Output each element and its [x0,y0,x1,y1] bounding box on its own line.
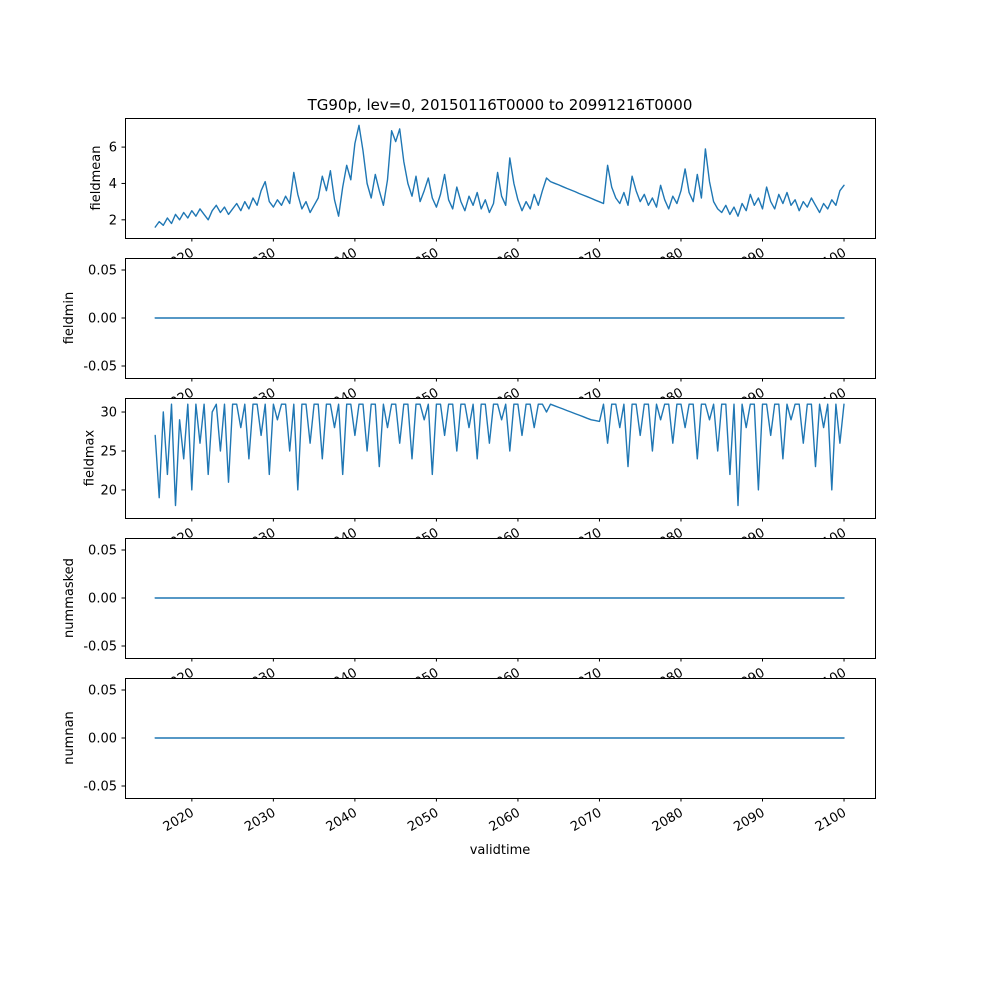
x-tick-label: 2090 [731,805,767,835]
y-axis-label-numnan: numnan [62,711,77,765]
y-axis-label-fieldmin: fieldmin [62,292,77,345]
y-tick-label: -0.05 [83,360,117,375]
x-tick-label: 2100 [813,805,849,835]
x-tick-label: 2100 [813,525,849,538]
y-tick-label: 0.00 [88,732,117,747]
y-tick-label: 20 [100,483,117,498]
subplot-nummasked: -0.05 0.00 0.05 2020 2030 2040 2050 2060 2070 208… [0,538,1000,678]
axes-frame [125,118,876,239]
y-tick-label: -0.05 [83,640,117,655]
y-tick-label: 25 [100,444,117,459]
x-tick-label: 2040 [324,385,360,398]
x-tick-label: 2090 [731,525,767,538]
x-tick-label: 2040 [324,665,360,678]
subplot-canvas-fieldmax: 20 25 30 2020 2030 2040 2050 2060 2070 2080 2090 21… [82,398,876,538]
x-tick-label: 2100 [813,385,849,398]
x-tick-label: 2070 [568,385,604,398]
x-tick-label: 2080 [650,525,686,538]
x-tick-label: 2060 [487,525,523,538]
x-tick-label: 2080 [650,385,686,398]
subplot-numnan: -0.05 0.00 0.05 2020 2030 2040 2050 2060 2070 208… [0,678,1000,848]
x-tick-label: 2080 [650,245,686,258]
x-tick-label: 2030 [242,805,278,835]
subplot-canvas-numnan: -0.05 0.00 0.05 2020 2030 2040 2050 2060 2070 208… [62,678,876,835]
x-tick-label: 2090 [731,385,767,398]
y-tick-label: 4 [109,177,117,192]
y-tick-label: 0.00 [88,312,117,327]
y-axis-label-nummasked: nummasked [62,558,77,638]
x-tick-label: 2080 [650,665,686,678]
x-tick-label: 2050 [405,525,441,538]
subplot-canvas-nummasked: -0.05 0.00 0.05 2020 2030 2040 2050 2060 2070 208… [62,538,876,678]
y-tick-label: -0.05 [83,780,117,795]
x-tick-label: 2030 [242,385,278,398]
x-tick-label: 2060 [487,665,523,678]
x-tick-label: 2040 [324,245,360,258]
x-tick-label: 2100 [813,245,849,258]
x-tick-label: 2030 [242,665,278,678]
subplot-canvas-fieldmean: 2 4 6 2020 2030 2040 2050 2060 2070 2080 2090 2100 f… [89,118,876,258]
y-axis-label-fieldmax: fieldmax [82,430,97,487]
subplot-fieldmax: 20 25 30 2020 2030 2040 2050 2060 2070 2080 2090 21… [0,398,1000,538]
x-tick-label: 2050 [405,245,441,258]
axes-frame [125,398,876,519]
x-tick-label: 2020 [161,665,197,678]
y-axis-label-fieldmean: fieldmean [89,146,104,211]
x-tick-label: 2070 [568,805,604,835]
y-tick-label: 0.05 [88,684,117,699]
data-line-fieldmax [154,403,845,507]
axes-frame [125,258,876,379]
x-tick-label: 2030 [242,245,278,258]
x-axis-label: validtime [469,843,531,858]
x-tick-label: 2020 [161,245,197,258]
data-line-fieldmean [154,124,845,228]
axes-frame [125,678,876,799]
x-tick-label: 2070 [568,245,604,258]
subplot-fieldmean: 2 4 6 2020 2030 2040 2050 2060 2070 2080 2090 2100 f… [0,118,1000,258]
x-tick-label: 2050 [405,665,441,678]
x-tick-label: 2050 [405,385,441,398]
x-tick-label: 2050 [405,805,441,835]
x-tick-label: 2070 [568,525,604,538]
x-tick-label: 2020 [161,805,197,835]
x-tick-label: 2020 [161,525,197,538]
x-tick-label: 2080 [650,805,686,835]
x-tick-label: 2070 [568,665,604,678]
x-tick-label: 2060 [487,805,523,835]
x-tick-label: 2060 [487,385,523,398]
y-tick-label: 0.00 [88,592,117,607]
y-tick-label: 0.05 [88,544,117,559]
x-tick-label: 2090 [731,245,767,258]
x-tick-label: 2040 [324,805,360,835]
x-tick-label: 2100 [813,665,849,678]
x-tick-label: 2040 [324,525,360,538]
y-tick-label: 0.05 [88,264,117,279]
x-tick-label: 2090 [731,665,767,678]
x-tick-label: 2060 [487,245,523,258]
y-tick-label: 30 [100,406,117,421]
x-tick-label: 2030 [242,525,278,538]
chart-title: TG90p, lev=0, 20150116T0000 to 20991216T… [307,96,693,114]
subplot-canvas-fieldmin: -0.05 0.00 0.05 2020 2030 2040 2050 2060 2070 208… [62,258,876,398]
y-tick-label: 6 [109,141,117,156]
axes-frame [125,538,876,659]
y-tick-label: 2 [109,213,117,228]
subplot-fieldmin: -0.05 0.00 0.05 2020 2030 2040 2050 2060 2070 208… [0,258,1000,398]
x-tick-label: 2020 [161,385,197,398]
